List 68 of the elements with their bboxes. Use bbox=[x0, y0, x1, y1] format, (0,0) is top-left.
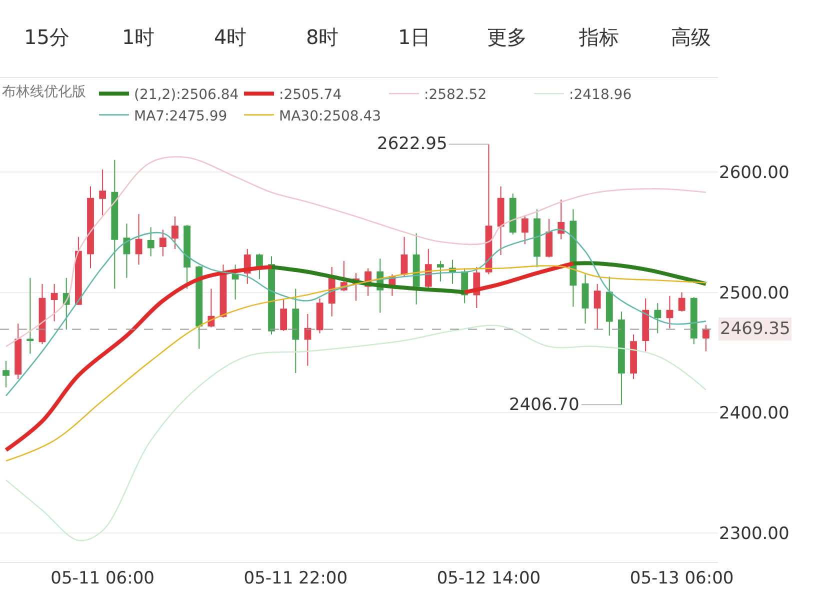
candlestick bbox=[437, 260, 444, 282]
annotation: 2406.70 bbox=[509, 395, 580, 415]
candlestick bbox=[546, 218, 553, 258]
candlestick bbox=[172, 216, 178, 250]
text: 高级 bbox=[671, 25, 711, 49]
legend-label: MA7:2475.99 bbox=[134, 108, 228, 124]
candlestick bbox=[497, 186, 504, 256]
legend-label: (21,2):2506.84 bbox=[134, 87, 239, 104]
annotation: 2622.95 bbox=[377, 134, 448, 154]
candlestick bbox=[14, 323, 22, 380]
candlestick bbox=[594, 283, 601, 330]
text: 4时 bbox=[214, 25, 247, 49]
candlestick bbox=[509, 193, 516, 236]
legend-title: 布林线优化版 bbox=[2, 84, 86, 100]
text: 指标 bbox=[578, 25, 619, 49]
y-tick-label: 2400.00 bbox=[719, 404, 790, 424]
candlestick bbox=[74, 236, 82, 305]
candlestick bbox=[184, 224, 190, 290]
candlestick bbox=[412, 232, 420, 305]
candlestick bbox=[666, 295, 674, 329]
y-tick-label: 2500.00 bbox=[719, 283, 790, 304]
candlestick bbox=[87, 186, 94, 269]
candlestick bbox=[642, 298, 650, 352]
candlestick bbox=[26, 277, 34, 354]
candlestick bbox=[99, 169, 106, 216]
y-tick-label: 2600.00 bbox=[719, 162, 790, 183]
y-tick-label: 2300.00 bbox=[719, 524, 790, 544]
candlestick bbox=[196, 265, 203, 350]
text: 更多 bbox=[487, 25, 527, 49]
candlestick bbox=[630, 334, 637, 380]
x-tick-label: 05-13 06:00 bbox=[630, 568, 734, 588]
legend-label: :2505.74 bbox=[279, 87, 342, 104]
candlestick bbox=[232, 264, 239, 300]
x-tick-label: 05-11 06:00 bbox=[50, 568, 154, 588]
candlestick bbox=[280, 299, 288, 332]
candlestick bbox=[111, 159, 118, 290]
legend-label: :2582.52 bbox=[424, 87, 487, 104]
candlestick bbox=[690, 296, 698, 345]
candlestick bbox=[2, 360, 10, 388]
x-tick-label: 05-11 22:00 bbox=[244, 568, 348, 588]
candlestick bbox=[316, 298, 324, 334]
legend-label: :2418.96 bbox=[569, 87, 632, 104]
candlestick bbox=[304, 313, 312, 366]
legend-label: MA30:2508.43 bbox=[279, 108, 382, 124]
candlestick bbox=[147, 226, 154, 257]
candlestick bbox=[50, 283, 58, 322]
candlestick bbox=[38, 283, 46, 345]
candlestick bbox=[159, 229, 166, 257]
x-tick-label: 05-12 14:00 bbox=[436, 568, 541, 588]
candlestick bbox=[123, 223, 130, 278]
candlestick bbox=[618, 311, 625, 406]
candlestick bbox=[534, 208, 540, 268]
ref-line-label: 2469.35 bbox=[720, 319, 790, 339]
candlestick bbox=[606, 276, 613, 336]
candlestick bbox=[400, 236, 408, 278]
candlestick bbox=[135, 214, 142, 266]
text: 8时 bbox=[306, 25, 339, 49]
candlestick bbox=[292, 288, 300, 374]
candlestick bbox=[521, 214, 528, 245]
candlestick bbox=[678, 292, 686, 312]
candlestick bbox=[654, 302, 662, 334]
text: 15分 bbox=[24, 25, 70, 49]
text: 1日 bbox=[398, 25, 431, 49]
candlestick bbox=[702, 324, 710, 352]
candlestick bbox=[485, 144, 492, 275]
text: 1时 bbox=[122, 25, 155, 49]
candlestick bbox=[558, 199, 565, 240]
candlestick bbox=[582, 274, 589, 324]
